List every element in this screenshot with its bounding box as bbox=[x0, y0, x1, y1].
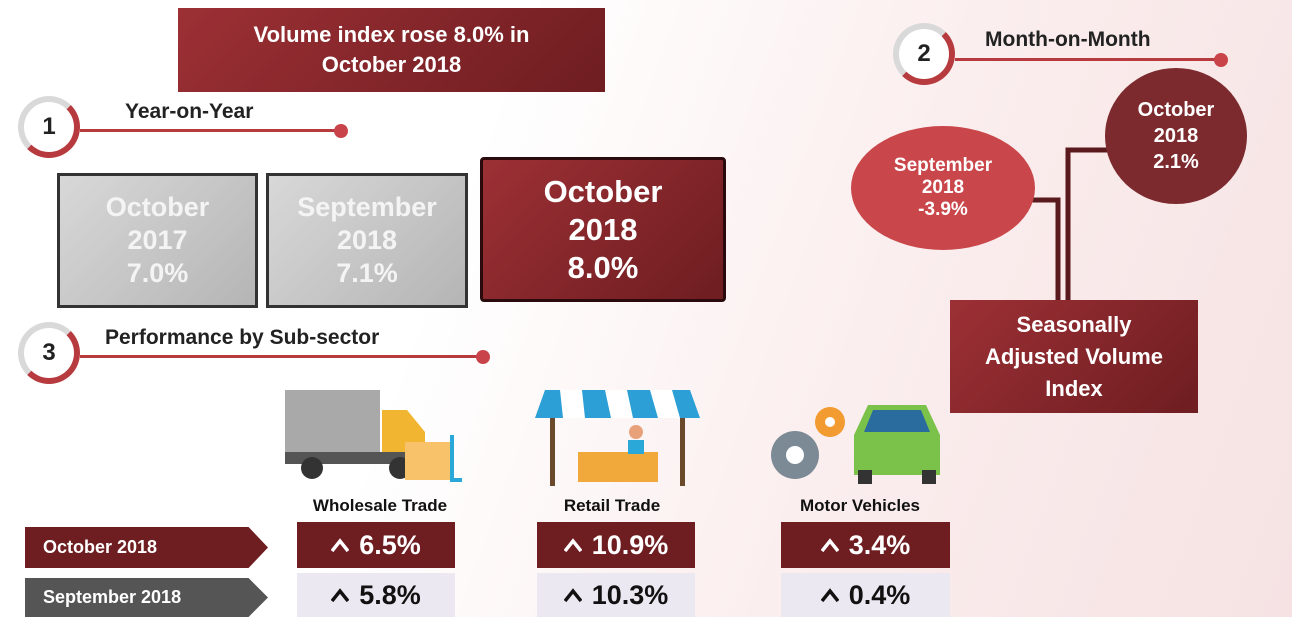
value-box: 10.9% bbox=[537, 522, 695, 568]
truck-icon bbox=[285, 390, 462, 482]
value-box: 3.4% bbox=[781, 522, 950, 568]
sector-name: Retail Trade bbox=[563, 496, 661, 515]
bubble-year: 2018 bbox=[921, 177, 965, 198]
rule bbox=[80, 129, 342, 132]
yoy-text: 8.0% bbox=[567, 249, 639, 285]
bubble-value: -3.9% bbox=[918, 199, 968, 220]
bubble: September 2018 -3.9% bbox=[851, 126, 1035, 250]
section-number: 1 bbox=[18, 96, 80, 158]
rule-dot bbox=[476, 350, 490, 364]
value-text: 6.5% bbox=[359, 529, 421, 560]
section-number: 3 bbox=[18, 322, 80, 384]
value-text: 10.3% bbox=[591, 579, 669, 610]
yoy-text: October bbox=[543, 173, 663, 209]
index-label: Adjusted Volume bbox=[984, 343, 1164, 369]
yoy-box: October 2018 8.0% bbox=[480, 157, 726, 302]
bubble-period: October bbox=[1137, 99, 1215, 121]
index-box: Seasonally Adjusted Volume Index bbox=[950, 300, 1198, 413]
row-label: September 2018 bbox=[25, 578, 268, 617]
yoy-text: 2018 bbox=[336, 225, 398, 255]
bubble-year: 2018 bbox=[1153, 125, 1199, 147]
value-box: 10.3% bbox=[537, 573, 695, 617]
value-text: 3.4% bbox=[848, 529, 911, 560]
value-text: 5.8% bbox=[359, 579, 421, 610]
up-arrow bbox=[563, 538, 582, 552]
value-box: 6.5% bbox=[297, 522, 455, 568]
yoy-box: September 2018 7.1% bbox=[266, 173, 468, 308]
yoy-text: September bbox=[297, 192, 437, 222]
value-text: 0.4% bbox=[848, 579, 911, 610]
row-label: October 2018 bbox=[25, 527, 268, 568]
up-arrow bbox=[331, 538, 350, 552]
index-label: Seasonally bbox=[1016, 311, 1132, 337]
yoy-text: 7.0% bbox=[126, 258, 189, 288]
up-arrow bbox=[820, 588, 839, 602]
bubble-value: 2.1% bbox=[1153, 151, 1199, 173]
yoy-box: October 2017 7.0% bbox=[57, 173, 258, 308]
headline: October 2018 bbox=[321, 52, 462, 77]
up-arrow bbox=[563, 588, 582, 602]
up-arrow bbox=[820, 538, 839, 552]
sector-name: Motor Vehicles bbox=[800, 496, 920, 515]
headline-box: Volume index rose 8.0% in October 2018 bbox=[178, 8, 605, 92]
car-icon bbox=[771, 405, 940, 484]
rule-dot bbox=[334, 124, 348, 138]
yoy-text: 2017 bbox=[127, 225, 188, 255]
yoy-text: October bbox=[105, 192, 210, 222]
section-number: 2 bbox=[893, 23, 955, 85]
section-title: Month-on-Month bbox=[985, 28, 1151, 51]
value-box: 5.8% bbox=[297, 573, 455, 617]
headline: Volume index rose 8.0% in bbox=[253, 22, 530, 47]
index-label: Index bbox=[1045, 375, 1103, 401]
section-title: Performance by Sub-sector bbox=[105, 326, 380, 349]
yoy-text: 2018 bbox=[568, 211, 638, 247]
connector bbox=[1025, 147, 1110, 300]
rule bbox=[80, 355, 485, 358]
rule bbox=[955, 58, 1223, 61]
bubble-period: September bbox=[893, 155, 993, 176]
yoy-text: 7.1% bbox=[336, 258, 398, 288]
up-arrow bbox=[331, 588, 350, 602]
sector-name: Wholesale Trade bbox=[312, 496, 448, 515]
value-box: 0.4% bbox=[781, 573, 950, 617]
bubble: October 2018 2.1% bbox=[1105, 68, 1247, 204]
stall-icon bbox=[535, 390, 700, 486]
section-title: Year-on-Year bbox=[125, 100, 254, 123]
rule-dot bbox=[1214, 53, 1228, 67]
value-text: 10.9% bbox=[591, 529, 669, 560]
